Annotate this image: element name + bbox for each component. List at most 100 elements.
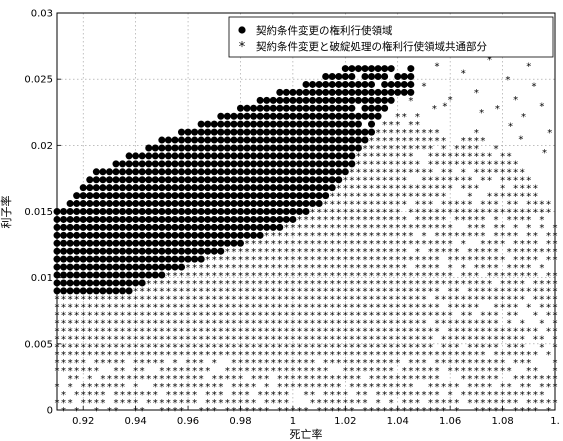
x-tick-label: 1.08 xyxy=(491,416,513,427)
filled-circle-point xyxy=(112,223,120,231)
asterisk-point: * xyxy=(323,263,328,274)
asterisk-point: * xyxy=(87,311,92,322)
filled-circle-point xyxy=(348,128,356,136)
asterisk-point: * xyxy=(172,342,177,353)
x-tick-label: 0.94 xyxy=(124,416,146,427)
asterisk-point: * xyxy=(421,255,426,266)
filled-circle-point xyxy=(276,96,284,104)
filled-circle-point xyxy=(223,200,231,208)
filled-circle-point xyxy=(73,231,81,239)
asterisk-point: * xyxy=(389,271,394,282)
asterisk-point: * xyxy=(520,215,525,226)
asterisk-point: * xyxy=(238,247,243,258)
asterisk-point: * xyxy=(166,334,171,345)
asterisk-point: * xyxy=(494,342,499,353)
asterisk-point: * xyxy=(271,295,276,306)
asterisk-point: * xyxy=(199,263,204,274)
asterisk-point: * xyxy=(520,406,525,417)
asterisk-point: * xyxy=(284,247,289,258)
filled-circle-point xyxy=(164,192,172,200)
asterisk-point: * xyxy=(343,406,348,417)
filled-circle-point xyxy=(374,65,382,73)
filled-circle-point xyxy=(86,176,94,184)
asterisk-point: * xyxy=(376,223,381,234)
filled-circle-point xyxy=(66,215,74,223)
filled-circle-point xyxy=(243,120,251,128)
filled-circle-point xyxy=(92,192,100,200)
asterisk-point: * xyxy=(336,358,341,369)
asterisk-point: * xyxy=(245,326,250,337)
filled-circle-point xyxy=(315,112,323,120)
asterisk-point: * xyxy=(225,295,230,306)
filled-circle-point xyxy=(125,279,133,287)
asterisk-point: * xyxy=(487,160,492,171)
asterisk-point: * xyxy=(258,406,263,417)
filled-circle-point xyxy=(210,120,218,128)
filled-circle-point xyxy=(263,136,271,144)
asterisk-point: * xyxy=(284,279,289,290)
filled-circle-point xyxy=(145,176,153,184)
asterisk-point: * xyxy=(474,318,479,329)
asterisk-point: * xyxy=(395,160,400,171)
filled-circle-point xyxy=(151,176,159,184)
filled-circle-point xyxy=(119,247,127,255)
filled-circle-point xyxy=(191,144,199,152)
filled-circle-point xyxy=(151,263,159,271)
filled-circle-point xyxy=(86,208,94,215)
filled-circle-point xyxy=(374,96,382,104)
asterisk-point: * xyxy=(507,160,512,171)
filled-circle-point xyxy=(125,192,133,200)
filled-circle-point xyxy=(132,208,140,215)
filled-circle-point xyxy=(178,160,185,168)
asterisk-point: * xyxy=(435,160,440,171)
asterisk-point: * xyxy=(441,152,446,163)
filled-circle-point xyxy=(197,176,205,184)
filled-circle-point xyxy=(348,96,356,104)
filled-circle-point xyxy=(328,128,336,136)
filled-circle-point xyxy=(348,120,356,128)
asterisk-point: * xyxy=(369,176,374,187)
asterisk-point: * xyxy=(467,358,472,369)
asterisk-point: * xyxy=(507,326,512,337)
asterisk-point: * xyxy=(454,358,459,369)
asterisk-point: * xyxy=(408,183,413,194)
filled-circle-point xyxy=(204,247,212,255)
asterisk-point: * xyxy=(159,342,164,353)
asterisk-point: * xyxy=(113,390,118,401)
asterisk-point: * xyxy=(474,160,479,171)
asterisk-point: * xyxy=(487,191,492,202)
filled-circle-point xyxy=(86,223,94,231)
asterisk-point: * xyxy=(133,374,138,385)
filled-circle-point xyxy=(197,144,205,152)
filled-circle-point xyxy=(151,200,159,208)
asterisk-point: * xyxy=(408,168,413,179)
filled-circle-point xyxy=(132,247,140,255)
asterisk-point: * xyxy=(539,390,544,401)
filled-circle-point xyxy=(368,80,376,88)
asterisk-point: * xyxy=(192,390,197,401)
asterisk-point: * xyxy=(192,366,197,377)
filled-circle-point xyxy=(223,192,231,200)
asterisk-point: * xyxy=(238,279,243,290)
asterisk-point: * xyxy=(349,382,354,393)
asterisk-point: * xyxy=(454,303,459,314)
filled-circle-point xyxy=(158,231,166,239)
filled-circle-point xyxy=(66,247,74,255)
asterisk-point: * xyxy=(297,326,302,337)
asterisk-point: * xyxy=(238,406,243,417)
filled-circle-point xyxy=(302,208,310,215)
asterisk-point: * xyxy=(520,390,525,401)
filled-circle-point xyxy=(132,200,140,208)
filled-circle-point xyxy=(171,239,179,247)
asterisk-point: * xyxy=(435,318,440,329)
asterisk-point: * xyxy=(205,263,210,274)
asterisk-point: * xyxy=(87,326,92,337)
filled-circle-point xyxy=(387,80,395,88)
asterisk-point: * xyxy=(349,326,354,337)
filled-circle-point xyxy=(256,104,264,112)
asterisk-point: * xyxy=(356,295,361,306)
asterisk-point: * xyxy=(507,382,512,393)
filled-circle-point xyxy=(400,88,408,96)
asterisk-point: * xyxy=(500,183,505,194)
